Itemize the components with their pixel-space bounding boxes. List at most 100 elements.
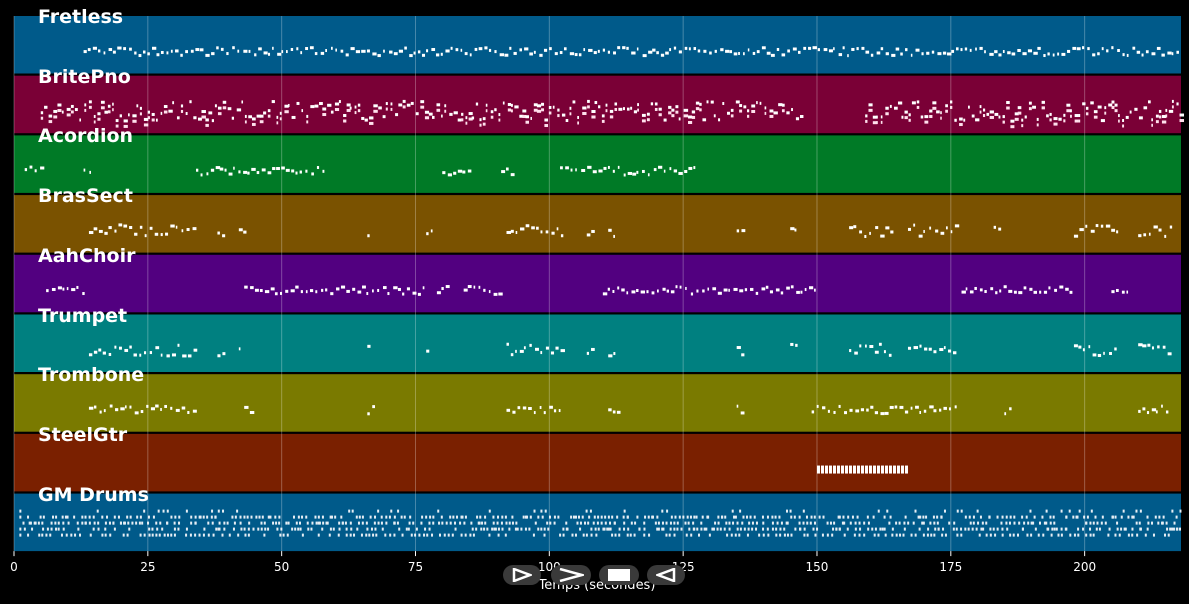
note	[351, 509, 354, 513]
note	[475, 102, 479, 106]
note	[1175, 527, 1178, 531]
note	[51, 515, 54, 519]
note	[55, 527, 58, 531]
note	[921, 521, 924, 525]
note	[865, 119, 868, 123]
note	[355, 50, 361, 54]
note	[98, 49, 101, 53]
note	[393, 533, 396, 537]
note	[524, 527, 527, 531]
play-button[interactable]	[551, 565, 591, 585]
note	[293, 515, 296, 519]
note	[600, 515, 603, 519]
note	[132, 114, 137, 118]
note	[888, 465, 892, 474]
note	[823, 48, 828, 52]
note	[217, 112, 222, 116]
note	[358, 515, 361, 519]
note	[126, 533, 129, 537]
note	[390, 509, 393, 513]
note	[614, 102, 618, 106]
note	[129, 515, 132, 519]
note	[582, 112, 587, 116]
note	[322, 521, 325, 525]
note	[1131, 515, 1134, 519]
note	[531, 226, 535, 230]
note	[1033, 290, 1038, 294]
note	[372, 289, 374, 293]
note	[355, 515, 358, 519]
note	[287, 521, 290, 525]
note	[545, 346, 549, 350]
note	[1157, 345, 1160, 349]
note	[1171, 99, 1174, 103]
note	[350, 47, 355, 51]
note	[642, 54, 647, 58]
note	[661, 521, 664, 525]
note	[104, 533, 107, 537]
note	[809, 521, 812, 525]
note	[428, 527, 431, 531]
note	[237, 533, 240, 537]
note	[688, 47, 691, 51]
note	[569, 112, 572, 116]
note	[469, 533, 472, 537]
note	[177, 343, 180, 347]
step-back-button[interactable]	[647, 565, 685, 585]
track-label: GM Drums	[38, 483, 149, 506]
note	[607, 165, 610, 169]
note	[74, 533, 77, 537]
note	[307, 527, 310, 531]
note	[349, 106, 352, 110]
note	[417, 292, 421, 296]
note	[915, 405, 919, 409]
note	[769, 290, 774, 294]
note	[149, 226, 153, 230]
note	[989, 115, 994, 119]
note	[739, 109, 743, 113]
note	[678, 171, 683, 175]
step-forward-button[interactable]	[503, 565, 541, 585]
note	[163, 105, 168, 109]
note	[668, 105, 672, 109]
note	[779, 527, 782, 531]
note	[403, 515, 406, 519]
play-icon	[559, 568, 584, 582]
note	[93, 114, 96, 118]
note	[1172, 527, 1175, 531]
note	[295, 521, 298, 525]
note	[626, 515, 629, 519]
note	[945, 109, 948, 113]
note	[243, 527, 246, 531]
note	[1148, 232, 1151, 236]
note	[748, 521, 751, 525]
note	[412, 291, 417, 295]
stop-button[interactable]	[599, 565, 639, 585]
note	[741, 353, 745, 357]
note	[634, 521, 637, 525]
note	[762, 533, 765, 537]
note	[465, 116, 468, 120]
note	[678, 50, 682, 54]
note	[695, 107, 700, 111]
note	[420, 100, 425, 104]
note	[239, 515, 242, 519]
note	[929, 226, 932, 230]
note	[325, 521, 328, 525]
note	[650, 102, 654, 106]
note	[96, 509, 99, 513]
note	[673, 46, 677, 50]
note	[722, 101, 725, 105]
note	[1153, 225, 1158, 229]
note	[119, 114, 122, 118]
note	[498, 113, 501, 117]
track-label: BritePno	[38, 65, 131, 88]
note	[765, 285, 769, 289]
note	[669, 521, 672, 525]
note	[907, 521, 910, 525]
note	[849, 408, 853, 412]
note	[488, 290, 491, 294]
note	[309, 46, 314, 50]
note	[122, 533, 125, 537]
note	[294, 527, 297, 531]
